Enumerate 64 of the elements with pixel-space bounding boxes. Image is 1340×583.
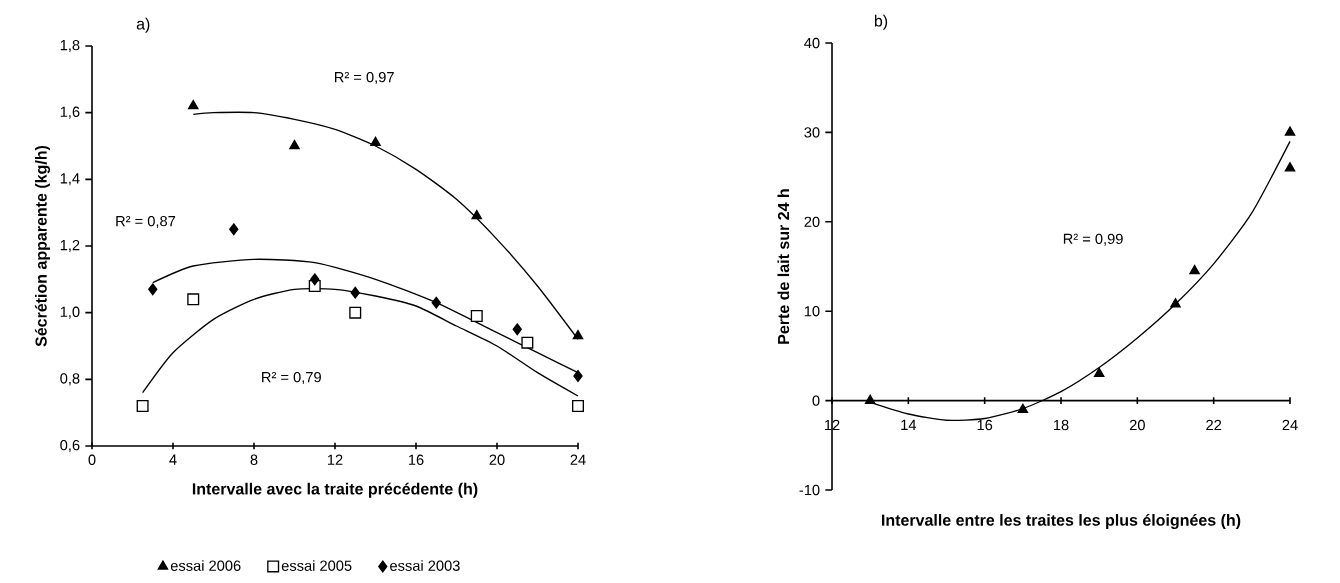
y-tick-label: 0,6 bbox=[60, 439, 80, 453]
chart-title: b) bbox=[874, 14, 888, 30]
point bbox=[572, 330, 584, 340]
x-tick-label: 12 bbox=[327, 454, 343, 465]
y-tick-label: 0 bbox=[812, 395, 820, 406]
y-tick-label: 1,4 bbox=[60, 173, 80, 186]
x-tick-label: 20 bbox=[1129, 419, 1145, 431]
y-axis-title: Sécrétion apparente (kg/h) bbox=[34, 145, 51, 347]
y-tick-label: 10 bbox=[804, 306, 820, 317]
legend-label: essai 2006 bbox=[170, 560, 241, 571]
point bbox=[864, 394, 876, 404]
x-tick-label: 16 bbox=[408, 454, 424, 465]
point bbox=[350, 286, 360, 299]
x-tick-label: 22 bbox=[1206, 419, 1222, 431]
point bbox=[512, 323, 522, 336]
point bbox=[573, 370, 583, 383]
x-tick-label: 20 bbox=[489, 454, 505, 465]
x-tick-label: 16 bbox=[977, 419, 993, 431]
point bbox=[349, 306, 362, 319]
x-tick-label: 0 bbox=[88, 454, 96, 465]
point bbox=[1093, 367, 1105, 378]
point bbox=[289, 140, 300, 150]
annotation: R² = 0,87 bbox=[116, 215, 176, 229]
annotation: R² = 0,79 bbox=[262, 371, 321, 385]
point bbox=[1284, 126, 1296, 136]
y-tick-label: 1,6 bbox=[60, 106, 80, 119]
annotation: R² = 0,97 bbox=[335, 71, 394, 85]
point bbox=[471, 210, 483, 220]
chart-title: a) bbox=[136, 17, 150, 33]
point bbox=[187, 100, 199, 110]
point bbox=[572, 400, 584, 413]
y-tick-label: 40 bbox=[804, 37, 820, 49]
point bbox=[310, 273, 320, 286]
y-tick-label: 1,8 bbox=[60, 39, 80, 53]
point bbox=[470, 310, 483, 322]
point bbox=[187, 293, 200, 306]
legend-label: essai 2003 bbox=[390, 560, 460, 571]
point bbox=[136, 400, 149, 413]
point bbox=[148, 283, 158, 296]
y-axis-title: Perte de lait sur 24 h bbox=[777, 189, 790, 344]
x-tick-label: 18 bbox=[1053, 419, 1069, 431]
y-tick-label: 1,0 bbox=[60, 306, 80, 319]
y-tick-label: 30 bbox=[804, 127, 820, 138]
point bbox=[521, 336, 534, 349]
point bbox=[370, 136, 381, 146]
y-tick-label: 20 bbox=[804, 216, 820, 227]
x-tick-label: 14 bbox=[901, 419, 917, 430]
legend-label: essai 2005 bbox=[281, 560, 352, 571]
y-tick-label: 1,2 bbox=[60, 239, 80, 253]
x-tick-label: 24 bbox=[570, 454, 586, 465]
point bbox=[1284, 162, 1296, 172]
x-tick-label: 24 bbox=[1282, 419, 1298, 431]
point bbox=[1017, 403, 1029, 413]
x-axis-title: Intervalle avec la traite précédente (h) bbox=[192, 482, 478, 498]
y-tick-label: 0,8 bbox=[60, 373, 80, 386]
point bbox=[1170, 298, 1181, 308]
point bbox=[431, 296, 441, 309]
annotation: R² = 0,99 bbox=[1063, 233, 1123, 246]
x-tick-label: 4 bbox=[169, 454, 177, 465]
y-tick-label: -10 bbox=[799, 484, 820, 496]
point bbox=[1189, 264, 1200, 275]
x-axis-title: Intervalle entre les traites les plus éloignées (h) bbox=[882, 513, 1241, 530]
x-tick-label: 8 bbox=[250, 454, 258, 465]
point bbox=[229, 223, 239, 236]
